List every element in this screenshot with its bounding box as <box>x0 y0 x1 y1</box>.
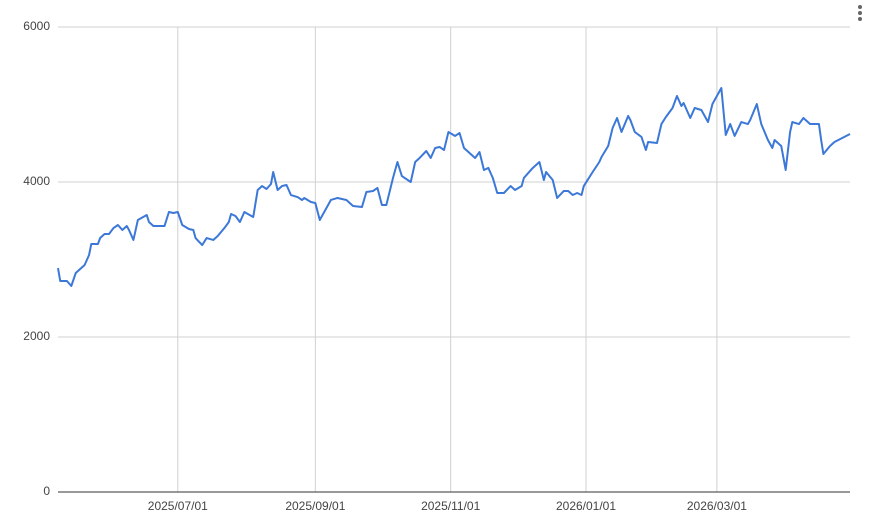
data-line <box>57 86 851 287</box>
menu-dot <box>858 17 862 21</box>
menu-dot <box>858 11 862 15</box>
y-tick-label: 4000 <box>23 174 50 188</box>
menu-dot <box>858 5 862 9</box>
x-tick-label: 2026/01/01 <box>556 499 616 513</box>
x-tick-label: 2025/09/01 <box>285 499 345 513</box>
x-tick-label: 2026/03/01 <box>687 499 747 513</box>
x-tick-label: 2025/11/01 <box>421 499 480 513</box>
y-tick-label: 2000 <box>23 329 50 343</box>
y-tick-label: 0 <box>43 484 50 498</box>
y-tick-label: 6000 <box>23 19 50 33</box>
menu-button[interactable] <box>858 5 862 21</box>
x-tick-label: 2025/07/01 <box>148 499 208 513</box>
